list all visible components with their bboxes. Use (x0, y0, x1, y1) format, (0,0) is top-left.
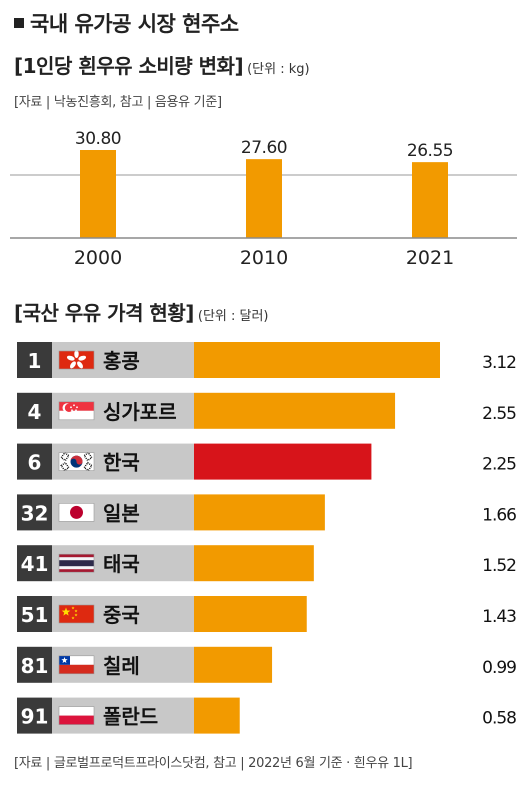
bar (194, 697, 240, 734)
country-name: 중국 (103, 603, 140, 627)
rank-label: 32 (21, 501, 49, 525)
value-label: 1.43 (482, 607, 516, 627)
rank-box (17, 697, 52, 734)
bar (194, 392, 396, 429)
country-name: 홍콩 (103, 349, 140, 373)
square-bullet-icon (14, 18, 24, 28)
japan-flag (58, 503, 95, 522)
rank-box (17, 443, 52, 480)
value-label: 0.58 (482, 709, 516, 729)
value-label: 1.52 (482, 556, 516, 576)
data-label: 30.80 (75, 129, 121, 149)
country-row: 6 한국 2.25 (17, 443, 517, 480)
thailand-flag (58, 553, 95, 573)
value-label: 0.99 (482, 658, 516, 678)
chart2-title-text: [국산 우유 가격 현황] (14, 301, 194, 325)
bar (246, 159, 282, 238)
country-name: 싱가포르 (103, 400, 177, 424)
bar (412, 162, 448, 238)
bar (194, 545, 314, 582)
rank-label: 81 (21, 654, 49, 678)
rank-label: 91 (21, 705, 49, 729)
value-label: 1.66 (482, 505, 516, 525)
rank-box (17, 646, 52, 683)
x-tick-label: 2010 (240, 247, 288, 269)
rank-box (17, 545, 52, 582)
rank-label: 51 (21, 603, 49, 627)
country-row: 51 중국 1.43 (17, 596, 517, 632)
country-name: 폴란드 (103, 705, 158, 729)
milk-price-chart: 1 홍콩 3.12 4 싱가포르 2.55 6 한국 2.25 32 일본 1.66 41 태국 1.52 5… (17, 342, 517, 734)
poland-flag (58, 706, 95, 725)
chart1-unit: (단위 : kg) (247, 62, 310, 77)
value-label: 2.55 (482, 404, 516, 424)
rank-label: 4 (28, 400, 42, 424)
country-row: 91 폴란드 0.58 (17, 697, 517, 734)
value-label: 3.12 (482, 353, 516, 373)
country-row: 41 태국 1.52 (17, 545, 517, 582)
hong-kong-flag (58, 350, 95, 370)
bar (194, 494, 325, 531)
bar (194, 342, 440, 378)
country-name: 한국 (103, 451, 140, 475)
singapore-flag (58, 401, 95, 421)
rank-box (17, 392, 52, 429)
headline-text: 국내 유가공 시장 현주소 (30, 12, 239, 36)
x-tick-label: 2000 (74, 247, 122, 269)
rank-box (17, 342, 52, 378)
chart1-source: [자료 | 낙농진흥회, 참고 | 음용유 기준] (14, 95, 222, 110)
value-label: 2.25 (482, 455, 516, 475)
rank-label: 1 (28, 349, 42, 373)
chart2-unit: (단위 : 달러) (197, 309, 269, 324)
country-row: 32 일본 1.66 (17, 494, 517, 531)
milk-consumption-chart: 30.80 2000 27.60 2010 26.55 2021 (10, 129, 517, 269)
chart2-source: [자료 | 글로벌프로덕트프라이스닷컴, 참고 | 2022년 6월 기준 · … (14, 756, 413, 771)
country-row: 81 칠레 0.99 (17, 646, 517, 683)
data-label: 27.60 (241, 138, 287, 158)
country-name: 태국 (103, 552, 140, 576)
rank-box (17, 494, 52, 531)
chart2-title: [국산 우유 가격 현황] (단위 : 달러) (14, 297, 269, 326)
data-label: 26.55 (407, 141, 453, 161)
chart1-title-text: [1인당 흰우유 소비량 변화] (14, 54, 244, 78)
bar (194, 596, 307, 632)
bar (80, 150, 116, 238)
x-tick-label: 2021 (406, 247, 454, 269)
bar (194, 646, 273, 683)
country-row: 1 홍콩 3.12 (17, 342, 517, 378)
country-name: 칠레 (103, 654, 140, 678)
rank-label: 6 (28, 451, 42, 475)
rank-box (17, 596, 52, 632)
chile-flag (58, 655, 95, 675)
rank-label: 41 (21, 552, 49, 576)
country-name: 일본 (103, 501, 140, 525)
page-headline: 국내 유가공 시장 현주소 (14, 8, 239, 38)
south-korea-flag (58, 451, 95, 472)
china-flag (58, 604, 95, 624)
chart1-title: [1인당 흰우유 소비량 변화] (단위 : kg) (14, 50, 310, 79)
bar (194, 443, 372, 480)
country-row: 4 싱가포르 2.55 (17, 392, 517, 429)
